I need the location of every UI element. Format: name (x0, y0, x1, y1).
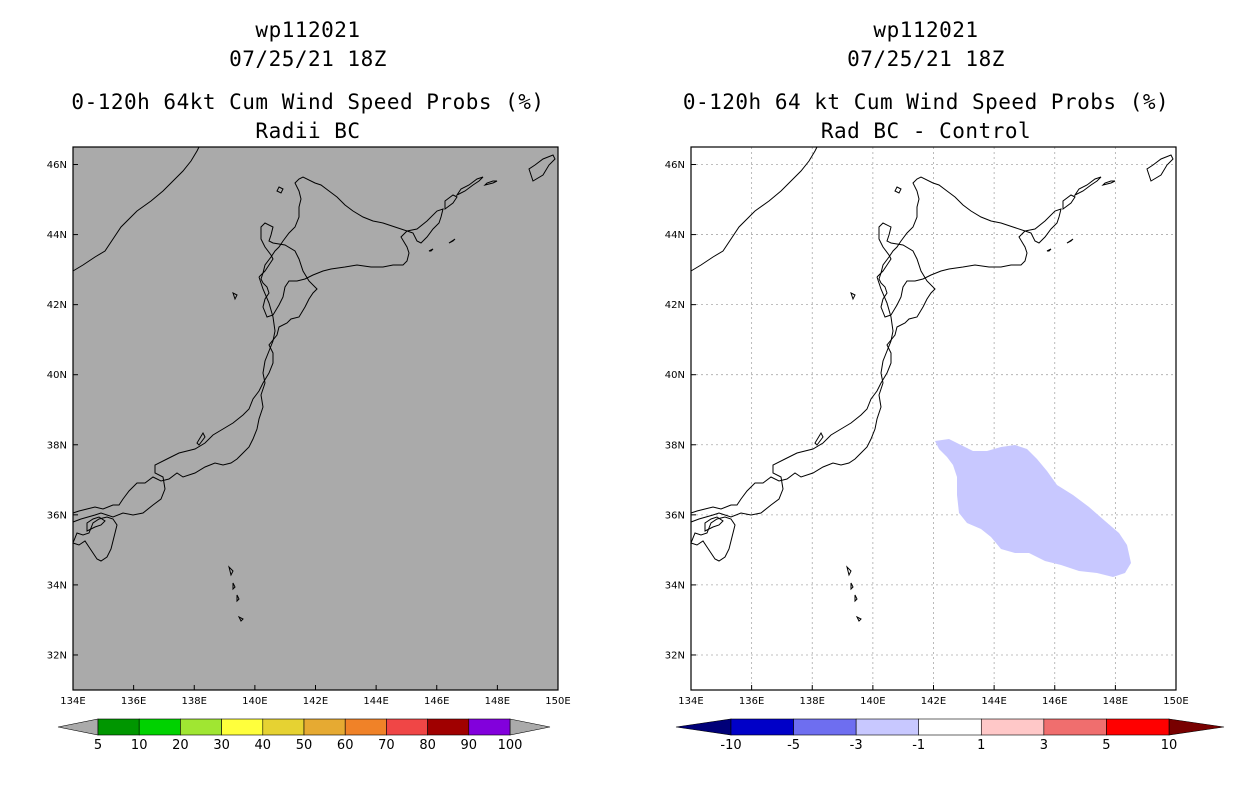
colorbar-label: -3 (850, 738, 863, 753)
lon-tick-label: 134E (60, 696, 85, 707)
colorbar-label: 3 (1040, 738, 1048, 753)
right-datetime: 07/25/21 18Z (847, 47, 1005, 71)
colorbar-swatch (730, 718, 794, 736)
lon-tick-label: 138E (800, 696, 825, 707)
left-map (72, 146, 559, 691)
colorbar-swatch (221, 718, 264, 736)
right-product-title: 0-120h 64 kt Cum Wind Speed Probs (%) (682, 90, 1170, 114)
colorbar-swatch (344, 718, 387, 736)
right-axis-labels: 46N 44N 42N 40N 38N 36N 34N 32N 134E 136E 138E 140E… (665, 160, 1189, 707)
colorbar-label: 70 (378, 738, 395, 753)
lon-tick-label: 142E (303, 696, 328, 707)
colorbar-swatch (427, 718, 470, 736)
colorbar-high-triangle (509, 718, 551, 736)
lon-tick-label: 140E (860, 696, 885, 707)
colorbar-label: 80 (419, 738, 436, 753)
colorbar-label: 10 (1161, 738, 1178, 753)
lon-tick-label: 148E (485, 696, 510, 707)
colorbar-swatch (138, 718, 181, 736)
colorbar-label: 30 (213, 738, 230, 753)
lon-tick-label: 134E (678, 696, 703, 707)
lon-tick-label: 136E (121, 696, 146, 707)
colorbar-label: 90 (461, 738, 478, 753)
lat-tick-label: 36N (665, 510, 685, 521)
colorbar-label: 10 (131, 738, 148, 753)
lon-tick-label: 136E (739, 696, 764, 707)
lat-tick-label: 40N (665, 370, 685, 381)
right-anomaly-area (935, 439, 1131, 577)
colorbar-label: -5 (787, 738, 800, 753)
colorbar-swatch (97, 718, 140, 736)
colorbar-swatch (180, 718, 222, 736)
lat-tick-label: 46N (47, 160, 67, 171)
lat-tick-label: 44N (665, 230, 685, 241)
colorbar-label: 50 (296, 738, 313, 753)
lon-tick-label: 150E (1163, 696, 1188, 707)
colorbar-label: 1 (977, 738, 985, 753)
lat-tick-label: 36N (47, 510, 67, 521)
lon-tick-label: 150E (545, 696, 570, 707)
left-map-background (72, 146, 559, 691)
colorbar-label: 5 (1102, 738, 1110, 753)
lat-tick-label: 38N (47, 440, 67, 451)
colorbar-swatch (262, 718, 305, 736)
colorbar-low-triangle (57, 718, 99, 736)
lat-tick-label: 34N (47, 580, 67, 591)
lat-tick-label: 32N (665, 650, 685, 661)
colorbar-swatch (1106, 718, 1170, 736)
lat-tick-label: 38N (665, 440, 685, 451)
lon-tick-label: 146E (1042, 696, 1067, 707)
lat-tick-label: 46N (665, 160, 685, 171)
colorbar-swatch (468, 718, 511, 736)
left-product-title: 0-120h 64kt Cum Wind Speed Probs (%) (71, 90, 545, 114)
colorbar-swatch (1043, 718, 1107, 736)
left-colorbar: 5 10 20 30 40 50 60 70 80 90 100 (57, 718, 551, 753)
colorbar-swatch (303, 718, 346, 736)
lon-tick-label: 140E (242, 696, 267, 707)
lon-tick-label: 146E (424, 696, 449, 707)
right-map (690, 146, 1177, 691)
colorbar-label: 40 (255, 738, 272, 753)
right-colorbar: -10 -5 -3 -1 1 3 5 10 (675, 718, 1225, 753)
colorbar-swatch (918, 718, 982, 736)
colorbar-label: 20 (172, 738, 189, 753)
lon-tick-label: 138E (182, 696, 207, 707)
left-datetime: 07/25/21 18Z (229, 47, 387, 71)
lat-tick-label: 42N (47, 300, 67, 311)
lat-tick-label: 42N (665, 300, 685, 311)
colorbar-swatch (855, 718, 920, 736)
lon-tick-label: 144E (363, 696, 388, 707)
colorbar-label: 60 (337, 738, 354, 753)
colorbar-label: 5 (94, 738, 102, 753)
colorbar-label: -1 (912, 738, 925, 753)
left-storm-id: wp112021 (255, 18, 361, 42)
lon-tick-label: 148E (1103, 696, 1128, 707)
lon-tick-label: 144E (981, 696, 1006, 707)
colorbar-swatch (386, 718, 428, 736)
colorbar-label: 100 (498, 738, 523, 753)
colorbar-label: -10 (720, 738, 741, 753)
colorbar-swatch (980, 718, 1045, 736)
colorbar-swatch (793, 718, 857, 736)
right-storm-id: wp112021 (873, 18, 979, 42)
lon-tick-label: 142E (921, 696, 946, 707)
colorbar-low-triangle (675, 718, 732, 736)
colorbar-high-triangle (1168, 718, 1225, 736)
lat-tick-label: 34N (665, 580, 685, 591)
lat-tick-label: 40N (47, 370, 67, 381)
left-subtitle: Radii BC (255, 119, 361, 143)
left-axis-labels: 46N 44N 42N 40N 38N 36N 34N 32N 134E 136E 138E 140E… (47, 160, 571, 707)
lat-tick-label: 32N (47, 650, 67, 661)
right-subtitle: Rad BC - Control (820, 119, 1032, 143)
lat-tick-label: 44N (47, 230, 67, 241)
